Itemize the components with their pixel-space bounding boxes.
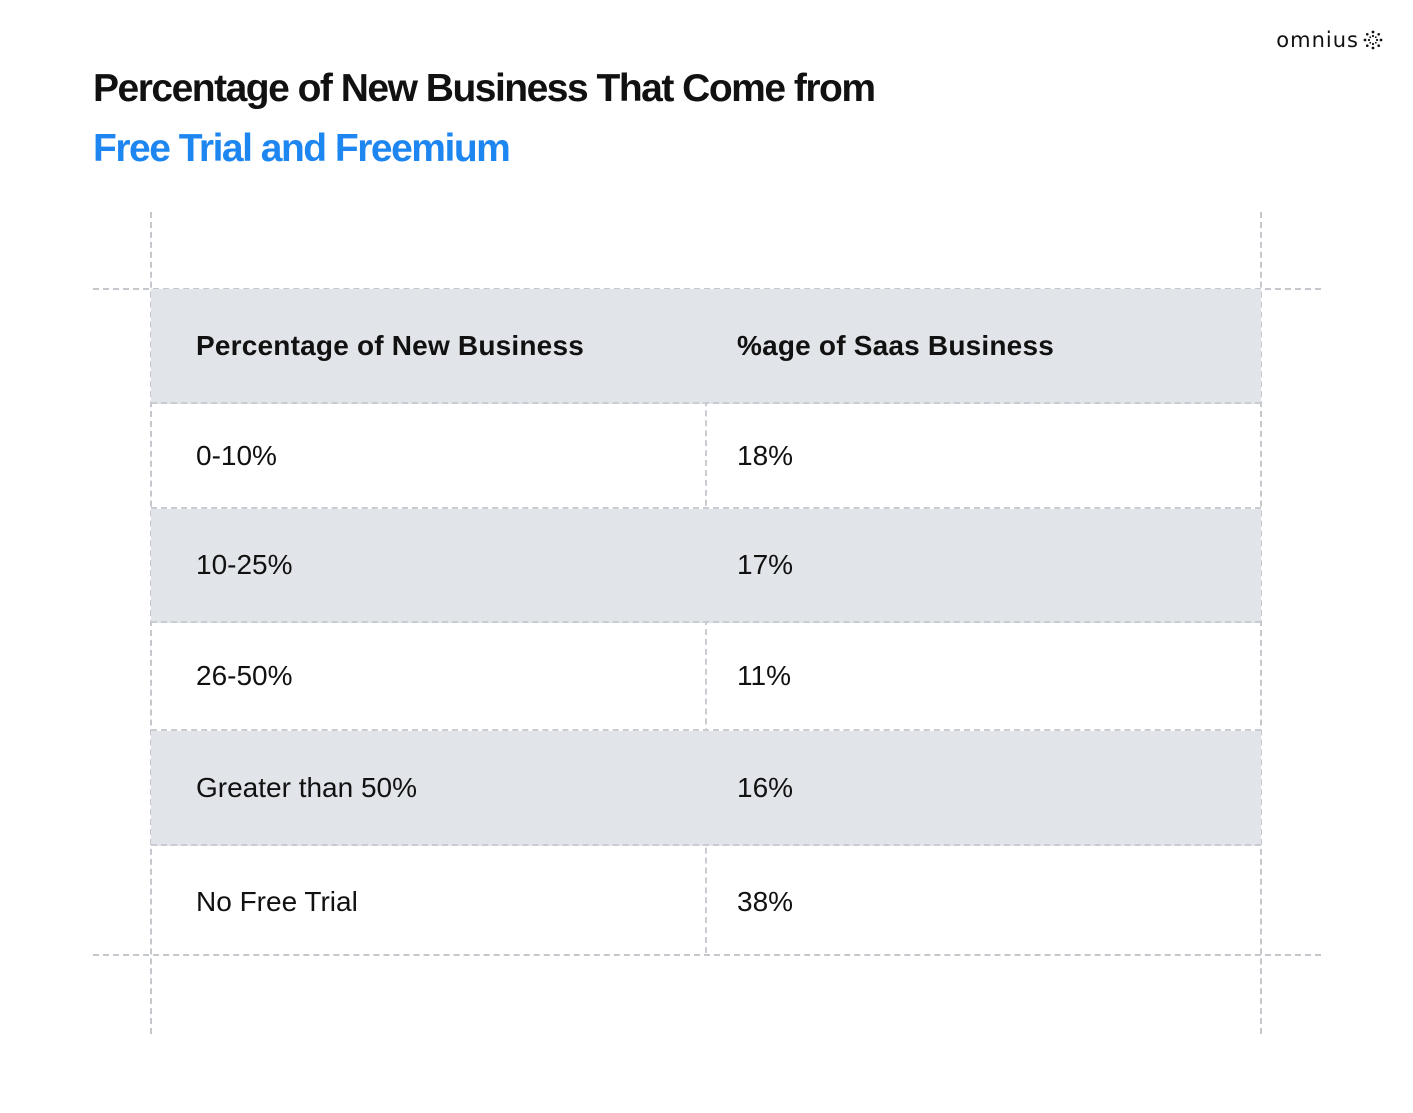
table-header-row: Percentage of New Business %age of Saas … bbox=[151, 289, 1261, 404]
table-cell-value: 18% bbox=[737, 439, 794, 471]
brand-name: omnius bbox=[1276, 28, 1359, 52]
table-row: 10-25% 17% bbox=[151, 509, 1261, 623]
dotted-sunburst-icon bbox=[1363, 30, 1383, 50]
table-cell-value: 11% bbox=[737, 660, 791, 691]
table-cell-range: Greater than 50% bbox=[196, 771, 418, 803]
table-cell-value: 16% bbox=[737, 771, 794, 803]
table-cell-value: 38% bbox=[737, 885, 794, 917]
guide-line-left bbox=[150, 212, 152, 1034]
column-divider bbox=[705, 301, 707, 953]
brand-logo: omnius bbox=[1276, 28, 1383, 52]
table-row: No Free Trial 38% bbox=[151, 846, 1261, 957]
table-row: Greater than 50% 16% bbox=[151, 731, 1261, 846]
table-row: 26-50% 11% bbox=[151, 623, 1261, 731]
guide-line-right bbox=[1260, 212, 1262, 1034]
table-cell-value: 17% bbox=[737, 549, 794, 580]
chart-title: Percentage of New Business That Come fro… bbox=[93, 67, 876, 110]
table-row: 0-10% 18% bbox=[151, 404, 1261, 509]
column-header: Percentage of New Business bbox=[196, 329, 584, 361]
table-cell-range: 0-10% bbox=[196, 439, 277, 471]
table-cell-range: 10-25% bbox=[196, 549, 293, 580]
chart-subtitle: Free Trial and Freemium bbox=[93, 127, 511, 170]
table-cell-range: 26-50% bbox=[196, 660, 293, 691]
guide-line-bottom bbox=[93, 954, 1321, 956]
data-table: Percentage of New Business %age of Saas … bbox=[151, 289, 1261, 957]
table-cell-range: No Free Trial bbox=[196, 885, 358, 917]
column-header: %age of Saas Business bbox=[737, 329, 1054, 361]
